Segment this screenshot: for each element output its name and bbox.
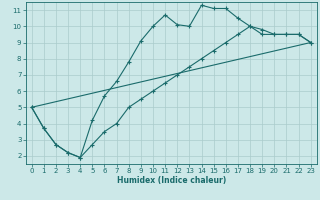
- X-axis label: Humidex (Indice chaleur): Humidex (Indice chaleur): [116, 176, 226, 185]
